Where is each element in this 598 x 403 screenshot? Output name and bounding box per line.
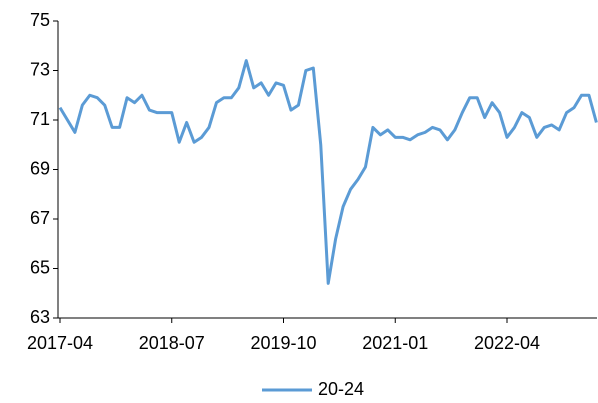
y-tick-label: 73 xyxy=(30,59,50,79)
y-tick-label: 69 xyxy=(30,158,50,178)
legend-label: 20-24 xyxy=(318,379,364,399)
y-tick-label: 71 xyxy=(30,109,50,129)
x-tick-label: 2017-04 xyxy=(27,333,93,353)
y-tick-label: 65 xyxy=(30,257,50,277)
y-tick-label: 63 xyxy=(30,307,50,327)
y-tick-label: 75 xyxy=(30,10,50,30)
x-tick-label: 2022-04 xyxy=(474,333,540,353)
x-tick-label: 2019-10 xyxy=(250,333,316,353)
x-tick-label: 2018-07 xyxy=(139,333,205,353)
line-series xyxy=(58,59,598,285)
x-tick-label: 2021-01 xyxy=(362,333,428,353)
y-tick-label: 67 xyxy=(30,208,50,228)
